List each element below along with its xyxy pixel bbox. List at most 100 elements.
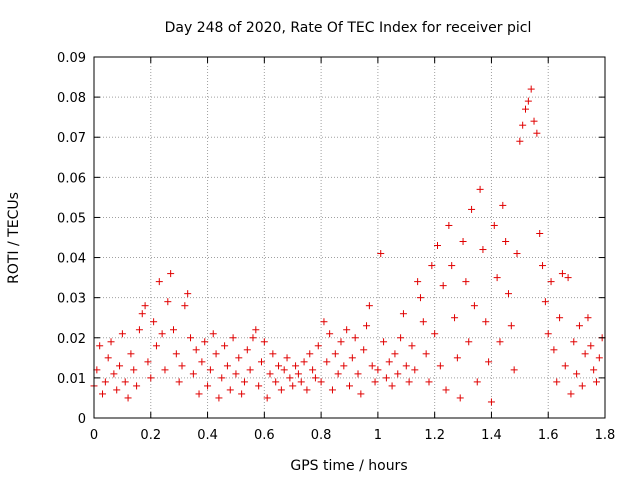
data-point bbox=[502, 238, 510, 246]
data-point bbox=[104, 354, 112, 362]
data-point bbox=[118, 330, 126, 338]
data-point bbox=[303, 386, 311, 394]
grid-lines bbox=[94, 57, 605, 418]
data-point bbox=[272, 378, 280, 386]
data-point bbox=[184, 290, 192, 298]
data-point bbox=[135, 326, 143, 334]
x-tick-label: 0.8 bbox=[311, 428, 332, 443]
data-point bbox=[558, 270, 566, 278]
data-point bbox=[300, 358, 308, 366]
data-point bbox=[482, 318, 490, 326]
data-point bbox=[275, 362, 283, 370]
data-points bbox=[90, 85, 606, 406]
data-point bbox=[470, 302, 478, 310]
data-point bbox=[473, 378, 481, 386]
data-point bbox=[280, 366, 288, 374]
x-tick-label: 1.4 bbox=[481, 428, 502, 443]
x-tick-label: 1 bbox=[374, 428, 382, 443]
data-point bbox=[422, 350, 430, 358]
y-tick-label: 0 bbox=[78, 412, 86, 427]
data-point bbox=[507, 322, 515, 330]
data-point bbox=[524, 97, 532, 105]
data-point bbox=[252, 326, 260, 334]
data-point bbox=[547, 278, 555, 286]
data-point bbox=[382, 374, 390, 382]
data-point bbox=[294, 370, 302, 378]
data-point bbox=[331, 350, 339, 358]
data-point bbox=[499, 201, 507, 209]
data-point bbox=[164, 298, 172, 306]
data-point bbox=[357, 390, 365, 398]
data-point bbox=[192, 346, 200, 354]
y-tick-label: 0.08 bbox=[57, 91, 86, 106]
data-point bbox=[209, 330, 217, 338]
data-point bbox=[530, 117, 538, 125]
data-point bbox=[340, 362, 348, 370]
data-point bbox=[431, 330, 439, 338]
data-point bbox=[476, 185, 484, 193]
data-point bbox=[218, 374, 226, 382]
data-point bbox=[178, 362, 186, 370]
data-point bbox=[269, 350, 277, 358]
data-point bbox=[595, 354, 603, 362]
data-point bbox=[297, 378, 305, 386]
y-axis-ticks: 0 0.01 0.02 0.03 0.04 0.05 0.06 0.07 0.08 0.09 bbox=[57, 51, 605, 427]
data-point bbox=[229, 334, 237, 342]
chart-title: Day 248 of 2020, Rate Of TEC Index for r… bbox=[165, 20, 532, 36]
data-point bbox=[462, 278, 470, 286]
data-point bbox=[550, 346, 558, 354]
data-point bbox=[385, 358, 393, 366]
data-point bbox=[394, 370, 402, 378]
data-point bbox=[405, 378, 413, 386]
data-point bbox=[592, 378, 600, 386]
data-point bbox=[468, 205, 476, 213]
x-tick-label: 0.4 bbox=[197, 428, 218, 443]
data-point bbox=[235, 354, 243, 362]
y-axis-label: ROTI / TECUs bbox=[6, 192, 22, 284]
data-point bbox=[371, 378, 379, 386]
data-point bbox=[519, 121, 527, 129]
data-point bbox=[249, 334, 257, 342]
data-point bbox=[408, 342, 416, 350]
data-point bbox=[212, 350, 220, 358]
data-point bbox=[485, 358, 493, 366]
data-point bbox=[238, 390, 246, 398]
data-point bbox=[96, 342, 104, 350]
data-point bbox=[414, 278, 422, 286]
data-point bbox=[138, 310, 146, 318]
data-point bbox=[150, 318, 158, 326]
data-point bbox=[541, 298, 549, 306]
x-tick-label: 1.6 bbox=[538, 428, 559, 443]
data-point bbox=[152, 342, 160, 350]
data-point bbox=[584, 314, 592, 322]
data-point bbox=[243, 346, 251, 354]
y-tick-label: 0.04 bbox=[57, 252, 86, 267]
data-point bbox=[130, 366, 138, 374]
data-point bbox=[363, 322, 371, 330]
data-point bbox=[397, 334, 405, 342]
data-point bbox=[127, 350, 135, 358]
data-point bbox=[246, 366, 254, 374]
data-point bbox=[181, 302, 189, 310]
data-point bbox=[257, 358, 265, 366]
data-point bbox=[99, 390, 107, 398]
data-point bbox=[590, 366, 598, 374]
y-tick-label: 0.06 bbox=[57, 171, 86, 186]
x-tick-label: 0 bbox=[90, 428, 98, 443]
data-point bbox=[391, 350, 399, 358]
data-point bbox=[490, 221, 498, 229]
data-point bbox=[561, 362, 569, 370]
data-point bbox=[348, 354, 356, 362]
data-point bbox=[388, 382, 396, 390]
data-point bbox=[419, 318, 427, 326]
data-point bbox=[147, 374, 155, 382]
data-point bbox=[204, 382, 212, 390]
data-point bbox=[399, 310, 407, 318]
data-point bbox=[496, 338, 504, 346]
y-tick-label: 0.01 bbox=[57, 372, 86, 387]
data-point bbox=[553, 378, 561, 386]
data-point bbox=[337, 338, 345, 346]
x-tick-label: 1.8 bbox=[595, 428, 616, 443]
data-point bbox=[436, 362, 444, 370]
data-point bbox=[493, 274, 501, 282]
